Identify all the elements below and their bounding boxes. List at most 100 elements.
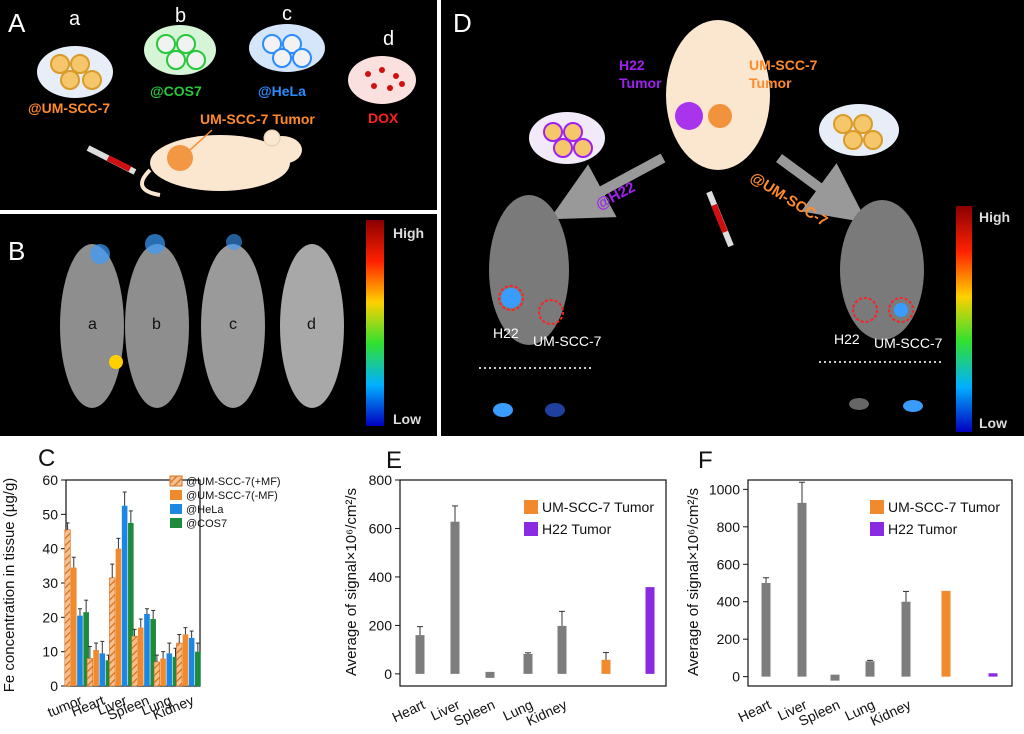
mouse-c-letter: c: [229, 316, 237, 333]
bar: [70, 567, 77, 686]
x-tick-label: Heart: [735, 696, 773, 725]
bar: [195, 651, 201, 686]
bar: [797, 502, 807, 677]
panel-b-illustration: B a b c d High Low: [8, 220, 424, 427]
chart-frame: [399, 479, 667, 687]
group-label-d: DOX: [368, 110, 399, 126]
organ-left-image: [493, 403, 565, 417]
cloud-b-icon: [144, 25, 216, 75]
group-label-a: @UM-SCC-7: [28, 100, 110, 116]
left-um-label: UM-SCC-7: [533, 333, 602, 349]
y-tick-label: 0: [50, 678, 58, 694]
legend-entry: @UM-SCC-7(-MF): [186, 490, 278, 502]
y-tick-label: 400: [369, 569, 393, 585]
mouse-a-image: [60, 244, 124, 408]
cloud-d-icon: [348, 56, 416, 104]
group-label-b: @COS7: [150, 83, 202, 99]
right-h22-label: H22: [834, 331, 860, 347]
panel-d-illustration: D H22 Tumor UM-SCC-7 Tumor @H22 @UM-SCC-7: [453, 8, 1010, 432]
group-letter-a: a: [69, 8, 81, 30]
scale-high-label: High: [393, 225, 424, 241]
panel-a-illustration: A a @UM-SCC-7 b @COS7 c @H: [8, 3, 416, 197]
mouse-d-image: [280, 244, 344, 408]
scale-low-label-d: Low: [979, 415, 1007, 431]
y-tick-label: 10: [42, 644, 58, 660]
y-tick-label: 400: [717, 594, 741, 610]
bar: [105, 660, 112, 686]
chart-f-ylabel: Average of signal×10⁶/cm²/s: [685, 488, 702, 676]
x-tick-label: Kidney: [868, 696, 914, 729]
panel-b: B a b c d High Low: [0, 214, 437, 436]
tumor-label: UM-SCC-7 Tumor: [200, 111, 315, 127]
syringe-icon: [86, 145, 137, 175]
bar: [128, 522, 134, 686]
chart-c-plot: 0102030405060tumorHeartLiverSpleenLungKi…: [42, 472, 280, 723]
bar: [121, 505, 128, 686]
panel-b-label: B: [8, 236, 25, 266]
bar: [144, 613, 150, 686]
bar: [93, 649, 99, 686]
panel-c-label: C: [38, 445, 55, 472]
bar: [160, 658, 166, 686]
bar: [115, 548, 122, 686]
bar: [188, 637, 195, 686]
legend-swatch: [170, 490, 182, 500]
mouse-d-letter: d: [307, 316, 316, 333]
cloud-a-icon: [37, 46, 113, 98]
bar: [865, 661, 875, 677]
h22-tumor-label: H22 Tumor: [619, 57, 662, 91]
chart-c: C Fe concentration in tissue (µg/g) 0 10 2…: [1, 445, 281, 723]
legend-swatch: [169, 475, 183, 487]
mouse-top-icon: [666, 20, 770, 170]
legend-entry: H22 Tumor: [542, 521, 612, 537]
bar: [83, 612, 89, 686]
bar: [761, 583, 771, 677]
mouse-left-image: [489, 195, 569, 345]
bar: [131, 635, 138, 687]
bar: [150, 619, 156, 686]
y-tick-label: 20: [42, 609, 58, 625]
y-tick-label: 1000: [709, 481, 740, 497]
y-tick-label: 600: [369, 520, 393, 536]
x-tick-label: Spleen: [451, 696, 497, 729]
chart-frame: [747, 479, 1013, 687]
um-tumor-label: UM-SCC-7 Tumor: [749, 57, 818, 91]
scale-low-label: Low: [393, 411, 421, 427]
legend-entry: @COS7: [186, 518, 227, 530]
chart-e-ylabel: Average of signal×10⁶/cm²/s: [343, 488, 360, 676]
y-tick-label: 0: [384, 666, 392, 682]
tumor-bar: [601, 659, 611, 674]
organ-right-image: [849, 398, 923, 412]
bar: [77, 615, 83, 686]
bar: [415, 635, 425, 674]
panel-e-label: E: [386, 447, 402, 474]
bar: [450, 521, 460, 674]
cloud-c-icon: [249, 24, 325, 72]
panel-a: A a @UM-SCC-7 b @COS7 c @H: [0, 0, 437, 210]
left-h22-label: H22: [493, 325, 519, 341]
mouse-c-image: [201, 234, 265, 408]
chart-f: F Average of signal×10⁶/cm²/s 0 200 400 600…: [685, 447, 1013, 729]
legend-swatch: [870, 522, 884, 536]
y-tick-label: 600: [717, 556, 741, 572]
panel-d: D H22 Tumor UM-SCC-7 Tumor @H22 @UM-SCC-7: [441, 0, 1024, 436]
bar: [176, 642, 183, 687]
syringe-d-icon: [706, 190, 734, 248]
tumor-arrow: [189, 129, 213, 151]
bar: [109, 577, 116, 687]
legend-swatch: [170, 504, 182, 514]
y-tick-label: 200: [717, 631, 741, 647]
legend-swatch: [524, 500, 538, 514]
scale-high-label-d: High: [979, 209, 1010, 225]
y-tick-label: 0: [732, 669, 740, 685]
tumor-bar: [988, 673, 998, 677]
arrow-right-label: @UM-SCC-7: [747, 169, 831, 230]
bar: [137, 627, 144, 686]
legend-entry: H22 Tumor: [888, 521, 958, 537]
bar: [557, 625, 567, 674]
arrow-right-icon: [776, 153, 868, 223]
bar: [153, 661, 161, 687]
y-tick-label: 50: [42, 506, 58, 522]
